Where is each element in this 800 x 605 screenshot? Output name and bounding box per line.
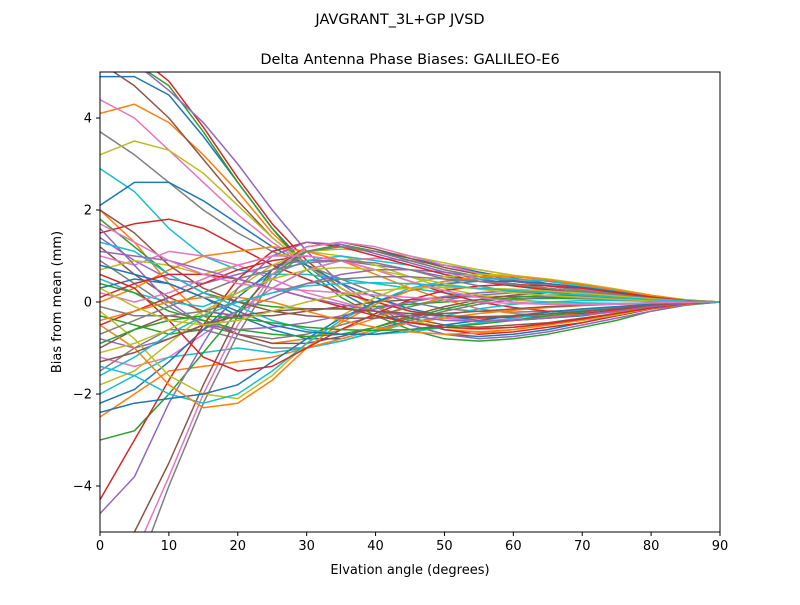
series-line-s44 [100, 273, 720, 372]
y-axis: −4 −2 0 2 4 [73, 112, 100, 495]
series-line-s55 [100, 250, 720, 323]
x-tick-label: 30 [298, 539, 315, 554]
series-line-s58 [100, 275, 720, 317]
x-tick-label: 90 [712, 539, 729, 554]
x-tick-label: 70 [574, 539, 591, 554]
x-tick-label: 20 [230, 539, 247, 554]
x-tick-label: 60 [505, 539, 522, 554]
chart-suptitle: JAVGRANT_3L+GP JVSD [314, 12, 484, 28]
series-line-s05 [144, 72, 720, 340]
x-axis-label: Elvation angle (degrees) [330, 563, 489, 578]
y-tick-label: 0 [84, 296, 92, 311]
y-tick-label: −4 [73, 480, 92, 495]
x-tick-label: 0 [96, 539, 104, 554]
x-tick-label: 80 [643, 539, 660, 554]
x-tick-label: 50 [436, 539, 453, 554]
chart-title: Delta Antenna Phase Biases: GALILEO-E6 [260, 52, 559, 68]
x-tick-label: 10 [161, 539, 178, 554]
series-layer [100, 72, 720, 532]
y-axis-label: Bias from mean (mm) [50, 231, 65, 373]
y-tick-label: 2 [84, 204, 92, 219]
x-axis: 0 10 20 30 40 50 60 70 80 90 [96, 532, 728, 554]
series-line-s59 [100, 286, 720, 326]
series-line-s60 [100, 281, 720, 377]
series-line-s57 [100, 223, 720, 306]
y-tick-label: 4 [84, 112, 92, 127]
y-tick-label: −2 [73, 388, 92, 403]
x-tick-label: 40 [367, 539, 384, 554]
series-line-s42 [100, 275, 720, 409]
series-line-s14 [100, 218, 720, 319]
